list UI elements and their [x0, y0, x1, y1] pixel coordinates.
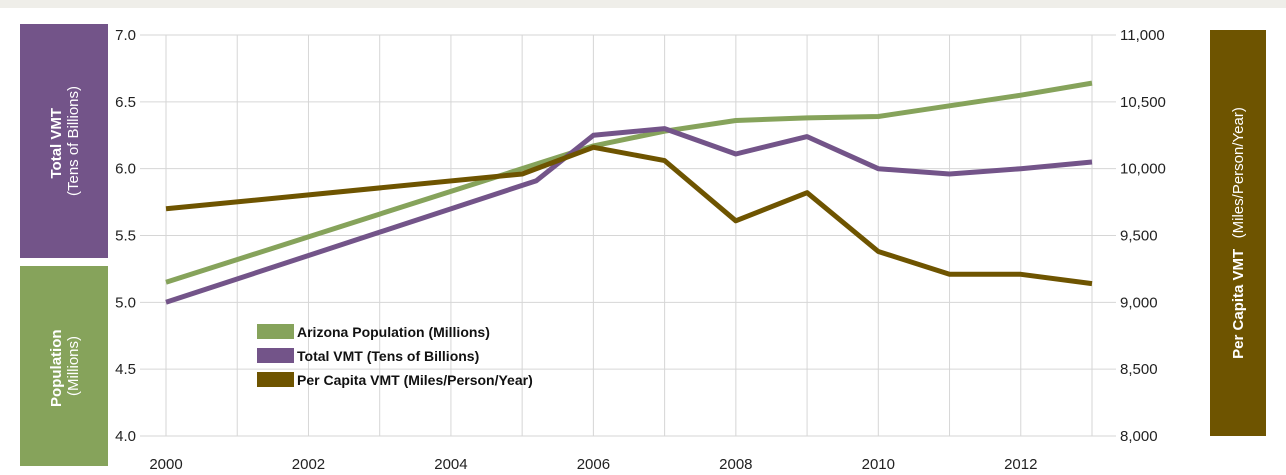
per-capita-panel [1210, 30, 1266, 436]
total-vmt-panel [20, 24, 108, 258]
legend-label-per-capita: Per Capita VMT (Miles/Person/Year) [297, 372, 533, 388]
x-tick-label: 2012 [1004, 456, 1037, 473]
left-axis: 4.0 4.5 5.0 5.5 6.0 6.5 7.0 [115, 27, 136, 445]
grid [140, 34, 1116, 437]
total-vmt-panel-regular: (Tens of Billions) [65, 86, 82, 196]
left-tick-label: 6.5 [115, 94, 136, 111]
x-tick-label: 2002 [292, 456, 325, 473]
right-tick-label: 9,500 [1120, 228, 1158, 245]
left-tick-label: 7.0 [115, 27, 136, 44]
left-tick-label: 4.5 [115, 361, 136, 378]
legend: Arizona Population (Millions) Total VMT (… [257, 324, 533, 388]
population-panel-bold: Population [48, 329, 65, 407]
right-tick-label: 10,000 [1120, 161, 1166, 178]
legend-swatch-total-vmt [257, 348, 294, 363]
left-tick-label: 5.5 [115, 228, 136, 245]
total-vmt-panel-label: Total VMT (Tens of Billions) [48, 86, 82, 196]
population-panel-regular: (Millions) [65, 336, 82, 396]
right-axis: 8,000 8,500 9,000 9,500 10,000 10,500 11,000 [1120, 27, 1166, 445]
x-tick-label: 2000 [149, 456, 182, 473]
left-tick-label: 5.0 [115, 294, 136, 311]
right-tick-label: 11,000 [1120, 27, 1165, 44]
left-tick-label: 4.0 [115, 428, 136, 445]
legend-label-total-vmt: Total VMT (Tens of Billions) [297, 348, 479, 364]
per-capita-vmt-line [165, 144, 1093, 287]
right-tick-label: 9,000 [1120, 294, 1158, 311]
per-capita-panel-bold: Per Capita VMT [1230, 249, 1247, 359]
series-group [165, 80, 1093, 305]
population-panel-label: Population (Millions) [48, 325, 82, 407]
legend-label-population: Arizona Population (Millions) [297, 324, 490, 340]
right-tick-label: 10,500 [1120, 94, 1166, 111]
x-axis: 2000 2002 2004 2006 2008 2010 2012 [149, 456, 1037, 473]
per-capita-panel-label: Per Capita VMT (Miles/Person/Year) [1230, 107, 1247, 359]
legend-swatch-population [257, 324, 294, 339]
x-tick-label: 2004 [434, 456, 467, 473]
top-band [0, 0, 1286, 8]
per-capita-panel-regular: (Miles/Person/Year) [1230, 107, 1247, 238]
x-tick-label: 2010 [862, 456, 895, 473]
population-panel [20, 266, 108, 466]
x-tick-label: 2008 [719, 456, 752, 473]
right-tick-label: 8,000 [1120, 428, 1158, 445]
right-tick-label: 8,500 [1120, 361, 1158, 378]
total-vmt-panel-bold: Total VMT [48, 108, 65, 179]
left-tick-label: 6.0 [115, 161, 136, 178]
x-tick-label: 2006 [577, 456, 610, 473]
legend-swatch-per-capita [257, 372, 294, 387]
population-line [165, 80, 1093, 285]
